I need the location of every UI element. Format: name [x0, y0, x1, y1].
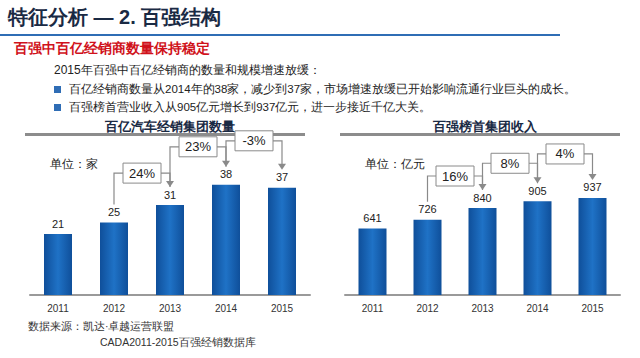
svg-text:2011: 2011: [47, 303, 69, 314]
svg-text:-3%: -3%: [242, 133, 266, 148]
svg-text:2015: 2015: [271, 303, 294, 314]
svg-text:2013: 2013: [159, 303, 182, 314]
svg-text:21: 21: [52, 218, 64, 230]
svg-text:937: 937: [583, 181, 601, 193]
svg-text:2013: 2013: [471, 303, 494, 314]
html-text:百强榜首营业收入从905亿元增长到937亿元，进一步接近千亿: 百强榜首营业收入从905亿元增长到937亿元，进一步接近千亿大关。: [69, 101, 432, 113]
svg-text:2014: 2014: [526, 303, 549, 314]
svg-text:840: 840: [473, 192, 491, 204]
svg-text:百亿汽车经销集团数量: 百亿汽车经销集团数量: [104, 119, 235, 134]
svg-text:单位：家: 单位：家: [50, 157, 98, 171]
svg-text:2012: 2012: [416, 303, 439, 314]
html-text:数据来源：凯达·卓越运营联盟: 数据来源：凯达·卓越运营联盟: [28, 320, 175, 332]
html-text:百强中百亿经销商数量保持稳定: 百强中百亿经销商数量保持稳定: [14, 40, 210, 56]
svg-text:2014: 2014: [215, 303, 238, 314]
html-text:2015年百强中百亿经销商的数量和规模增速放缓：: 2015年百强中百亿经销商的数量和规模增速放缓：: [54, 63, 321, 77]
svg-text:2015: 2015: [581, 303, 604, 314]
html-text:百亿经销商数量从2014年的38家，减少到37家，市场增速放: 百亿经销商数量从2014年的38家，减少到37家，市场增速放缓已开始影响流通行业…: [69, 83, 577, 95]
svg-text:24%: 24%: [129, 166, 155, 181]
svg-text:2012: 2012: [103, 303, 126, 314]
svg-text:单位：亿元: 单位：亿元: [365, 157, 425, 171]
html-text:特征分析 — 2. 百强结构: 特征分析 — 2. 百强结构: [8, 6, 222, 28]
svg-text:25: 25: [108, 206, 120, 218]
svg-text:905: 905: [528, 185, 546, 197]
svg-text:31: 31: [164, 189, 176, 201]
svg-text:726: 726: [418, 203, 436, 215]
svg-text:16%: 16%: [442, 169, 468, 184]
svg-text:4%: 4%: [556, 146, 575, 161]
svg-text:8%: 8%: [501, 156, 520, 171]
svg-text:23%: 23%: [185, 139, 211, 154]
svg-text:2011: 2011: [362, 303, 384, 314]
svg-text:641: 641: [363, 212, 381, 224]
svg-text:37: 37: [276, 171, 288, 183]
html-text:CADA2011-2015百强经销数据库: CADA2011-2015百强经销数据库: [100, 336, 256, 348]
svg-text:38: 38: [220, 168, 232, 180]
svg-text:百强榜首集团收入: 百强榜首集团收入: [432, 119, 538, 134]
